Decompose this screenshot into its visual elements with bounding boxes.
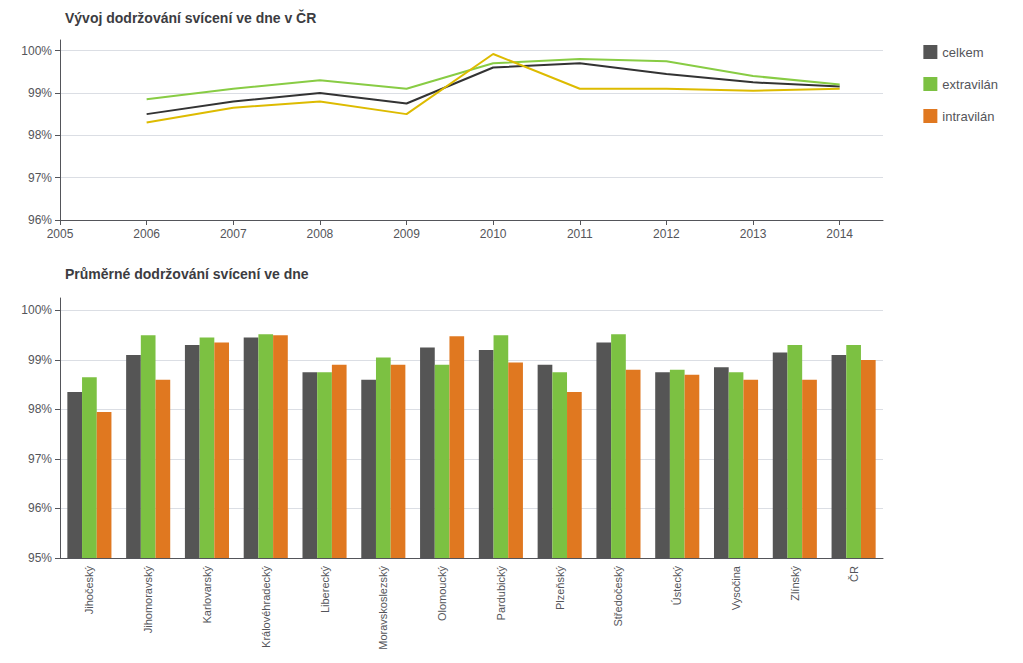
svg-text:2009: 2009 <box>393 227 420 241</box>
svg-text:Vývoj dodržování svícení ve dn: Vývoj dodržování svícení ve dne v ČR <box>65 9 316 26</box>
svg-text:97%: 97% <box>28 171 52 185</box>
svg-text:extravilán: extravilán <box>942 77 998 92</box>
svg-text:99%: 99% <box>28 86 52 100</box>
svg-text:2012: 2012 <box>653 227 680 241</box>
svg-text:intravilán: intravilán <box>942 109 994 124</box>
svg-text:Olomoucký: Olomoucký <box>436 566 448 622</box>
svg-text:Zlínský: Zlínský <box>789 566 801 601</box>
svg-text:Karlovarský: Karlovarský <box>201 566 213 624</box>
svg-text:98%: 98% <box>28 128 52 142</box>
svg-text:Pardubický: Pardubický <box>495 566 507 621</box>
svg-text:Průměrné dodržování svícení ve: Průměrné dodržování svícení ve dne <box>65 266 309 282</box>
svg-text:Středočeský: Středočeský <box>612 566 624 627</box>
svg-text:2011: 2011 <box>567 227 593 241</box>
svg-text:2007: 2007 <box>220 227 247 241</box>
svg-text:2006: 2006 <box>133 227 160 241</box>
svg-text:2008: 2008 <box>307 227 334 241</box>
svg-text:100%: 100% <box>21 303 52 317</box>
svg-text:96%: 96% <box>28 213 52 227</box>
svg-text:Vysočina: Vysočina <box>730 565 742 610</box>
svg-text:Plzeňský: Plzeňský <box>554 566 566 611</box>
svg-text:2014: 2014 <box>826 227 853 241</box>
svg-text:Královéhradecký: Královéhradecký <box>260 566 272 648</box>
svg-text:95%: 95% <box>28 551 52 565</box>
svg-text:97%: 97% <box>28 452 52 466</box>
svg-text:Ústecký: Ústecký <box>671 566 683 606</box>
svg-text:Jihočeský: Jihočeský <box>83 566 95 615</box>
svg-text:Moravskoslezský: Moravskoslezský <box>377 566 389 650</box>
svg-text:98%: 98% <box>28 402 52 416</box>
svg-text:Jihomoravský: Jihomoravský <box>142 566 154 634</box>
svg-text:2013: 2013 <box>740 227 767 241</box>
svg-text:100%: 100% <box>21 44 52 58</box>
svg-text:ČR: ČR <box>848 566 860 582</box>
svg-text:2005: 2005 <box>47 227 74 241</box>
svg-text:99%: 99% <box>28 353 52 367</box>
svg-text:96%: 96% <box>28 501 52 515</box>
svg-text:Liberecký: Liberecký <box>319 566 331 614</box>
svg-text:2010: 2010 <box>480 227 507 241</box>
svg-text:celkem: celkem <box>942 45 983 60</box>
